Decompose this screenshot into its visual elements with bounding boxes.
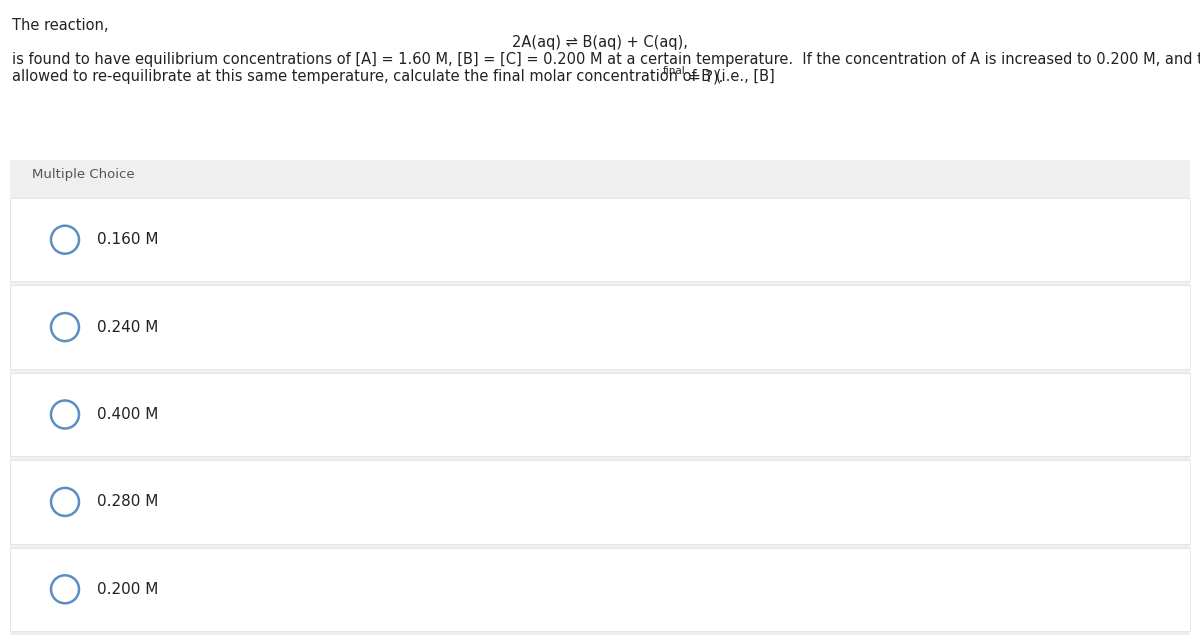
Circle shape [50,225,79,254]
Text: Multiple Choice: Multiple Choice [32,168,134,181]
Text: is found to have equilibrium concentrations of [A] = 1.60 M, [B] = [C] = 0.200 M: is found to have equilibrium concentrati… [12,52,1200,67]
Text: allowed to re-equilibrate at this same temperature, calculate the final molar co: allowed to re-equilibrate at this same t… [12,69,775,84]
Circle shape [50,401,79,429]
Text: 0.240 M: 0.240 M [97,319,158,335]
FancyBboxPatch shape [10,373,1190,456]
Text: 0.160 M: 0.160 M [97,232,158,247]
FancyBboxPatch shape [10,198,1190,281]
Text: 0.200 M: 0.200 M [97,582,158,597]
Text: = ?).: = ?). [684,69,724,84]
Text: 0.400 M: 0.400 M [97,407,158,422]
FancyBboxPatch shape [10,285,1190,369]
Text: 0.280 M: 0.280 M [97,495,158,509]
Text: The reaction,: The reaction, [12,18,108,33]
Text: final: final [662,65,685,76]
Circle shape [50,575,79,603]
Text: 2A(aq) ⇌ B(aq) + C(aq),: 2A(aq) ⇌ B(aq) + C(aq), [512,35,688,50]
FancyBboxPatch shape [10,460,1190,544]
Circle shape [50,488,79,516]
FancyBboxPatch shape [10,160,1190,635]
Circle shape [50,313,79,341]
FancyBboxPatch shape [10,547,1190,631]
